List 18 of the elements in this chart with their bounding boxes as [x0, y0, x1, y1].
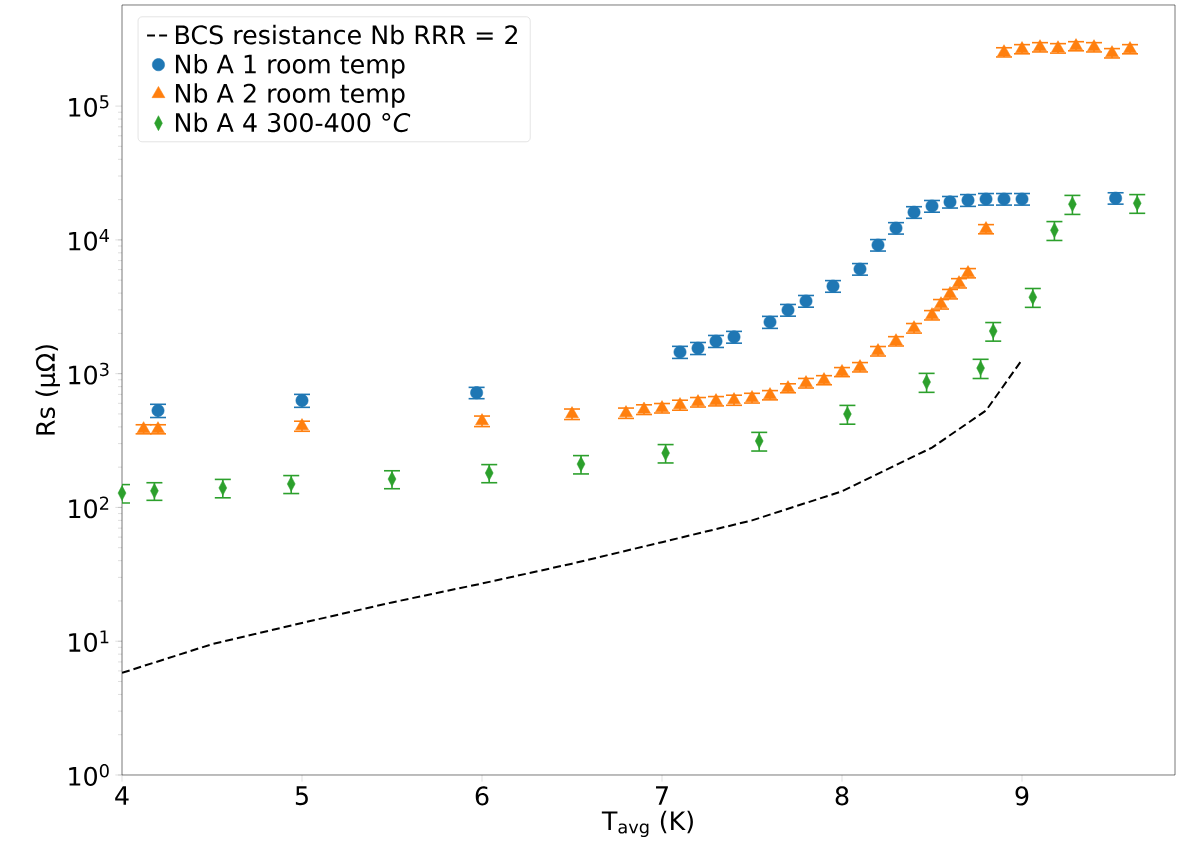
x-tick-label: 6 [475, 786, 489, 806]
y-axis-title: Rs (μΩ) [35, 345, 60, 435]
y-tick-label: 10$^{1}$ [69, 630, 109, 653]
x-tick-label: 5 [295, 786, 308, 806]
legend-label: Nb A 1 room temp [175, 54, 405, 79]
x-tick-label: 4 [115, 786, 129, 805]
x-tick-label: 9 [1015, 786, 1029, 806]
x-tick-label: 8 [835, 786, 849, 806]
y-tick-label: 10$^{5}$ [69, 95, 109, 117]
legend-label: Nb A 4 300-400 °C [175, 112, 411, 133]
legend-label: Nb A 2 room temp [175, 83, 405, 108]
legend-label: BCS resistance Nb RRR = 2 [175, 24, 518, 45]
y-tick-label: 10$^{4}$ [69, 229, 109, 251]
x-axis-title: T$_{avg}$ (K) [601, 810, 693, 838]
x-tick-label: 7 [656, 786, 668, 805]
y-tick-label: 10$^{3}$ [69, 362, 109, 385]
y-tick-label: 10$^{2}$ [69, 496, 109, 519]
y-tick-label: 10$^{0}$ [69, 764, 109, 786]
